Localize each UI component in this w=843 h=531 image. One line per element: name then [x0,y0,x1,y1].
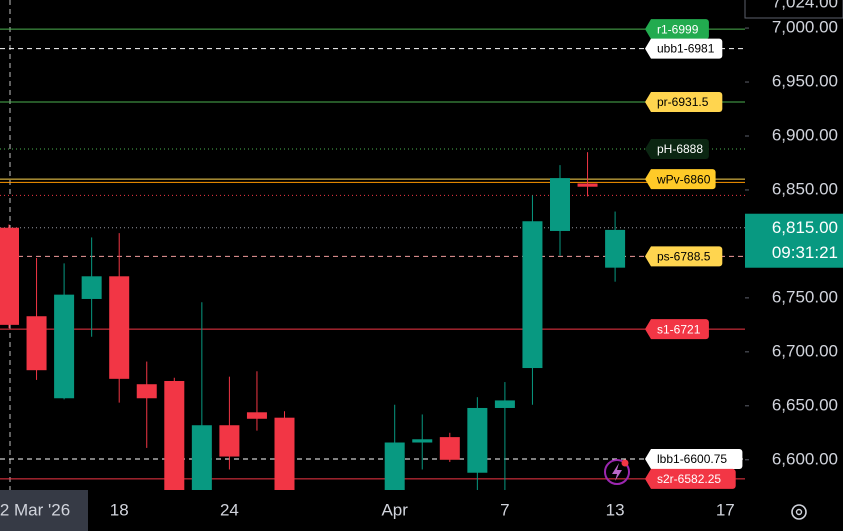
current-price: 6,815.00 [772,218,838,237]
level-label-box [645,169,716,190]
settings-icon[interactable] [791,504,807,520]
candle-body [274,417,295,490]
candle-body [577,183,598,187]
candle-body [26,316,47,371]
countdown: 09:31:21 [772,243,838,262]
alert-icon[interactable] [604,459,630,485]
candle-body [494,400,515,408]
alert-dot [621,459,629,467]
x-tick-label: 17 [716,500,735,519]
level-label-box [645,91,723,112]
level-label-box [645,246,723,267]
level-label: pr-6931.5 [657,95,709,109]
x-tick-label: 24 [220,500,239,519]
crosshair-date: 2 Mar '26 [0,500,70,519]
level-label: pH-6888 [657,142,703,156]
level-label: s1-6721 [657,322,701,336]
candle-body [164,380,185,490]
plot-area [0,0,745,490]
candle-body [246,412,267,419]
alert-bolt [612,463,622,481]
level-label-box [645,38,723,59]
candle-body [384,442,405,490]
y-tick-label: 6,900.00 [772,125,838,144]
candle-body [0,227,19,325]
candle-body [136,384,157,399]
level-label: s2r-6582.25 [657,472,721,486]
level-label-box [645,138,709,159]
x-tick-label: 18 [110,500,129,519]
candle-body [522,221,543,369]
level-label: wPv-6860 [656,172,711,186]
candle-body [109,276,130,379]
candle-body [191,425,212,490]
level-label-box [645,468,736,489]
crosshair-price: 7,024.00 [772,0,838,11]
crosshair-price-box [744,0,843,19]
x-tick-label: 13 [606,500,625,519]
settings-hub [795,508,803,516]
x-tick-label: Apr [381,500,408,519]
level-label: ubb1-6981 [657,42,715,56]
y-tick-label: 6,750.00 [772,287,838,306]
y-tick-label: 6,700.00 [772,341,838,360]
y-tick-label: 7,000.00 [772,18,838,37]
candle-body [467,407,488,473]
candle-body [605,229,626,268]
level-label-box [645,319,709,340]
candle-body [54,294,75,399]
level-label-box [645,19,709,40]
x-tick-label: 7 [500,500,509,519]
level-labels: r1-6999 ubb1-6981 pr-6931.5 pH-6888 wPv-6860… [645,19,743,489]
level-label-box [645,448,743,469]
candle-body [550,178,570,231]
crosshair-date-box [0,490,88,531]
y-tick-label: 6,850.00 [772,179,838,198]
candle-body [219,425,240,457]
candle-body [439,437,460,460]
candle-body [81,276,102,299]
alert-circle [604,459,630,485]
current-price-box [745,213,843,268]
y-tick-label: 6,650.00 [772,395,838,414]
level-label: lbb1-6600.75 [657,452,727,466]
y-tick-label: 6,950.00 [772,72,838,91]
level-label: ps-6788.5 [657,250,711,264]
candle-body [412,439,433,443]
y-tick-label: 6,600.00 [772,449,838,468]
settings-gear [791,504,807,520]
level-label: r1-6999 [657,22,699,36]
